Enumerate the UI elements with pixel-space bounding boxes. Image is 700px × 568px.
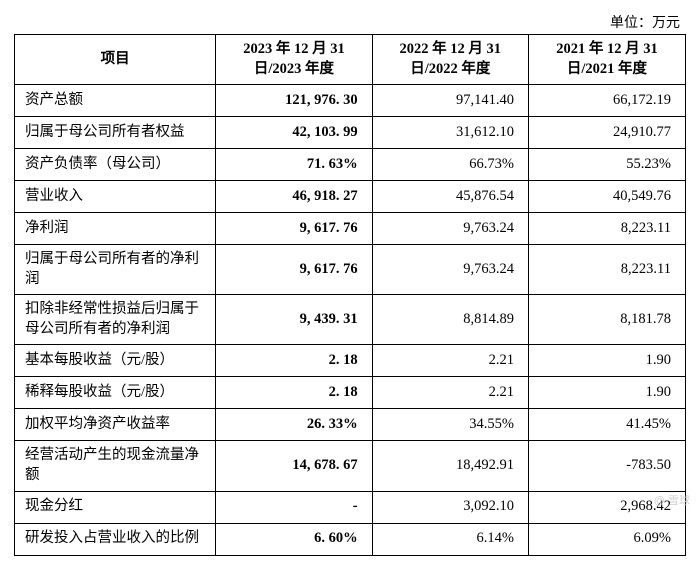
row-label: 资产负债率（母公司）: [15, 149, 216, 181]
row-label: 扣除非经常性损益后归属于母公司所有者的净利润: [15, 295, 216, 345]
table-header-row: 项目 2023 年 12 月 31 日/2023 年度 2022 年 12 月 …: [15, 35, 686, 85]
cell-2023: 2. 18: [216, 377, 372, 409]
cell-2021: 66,172.19: [528, 85, 685, 117]
watermark: @ 雪球: [654, 492, 690, 508]
cell-2022: 31,612.10: [372, 117, 528, 149]
col-header-2023: 2023 年 12 月 31 日/2023 年度: [216, 35, 372, 85]
cell-2023: 26. 33%: [216, 409, 372, 441]
cell-2021: 40,549.76: [528, 181, 685, 213]
table-row: 研发投入占营业收入的比例6. 60%6.14%6.09%: [15, 523, 686, 555]
row-label: 归属于母公司所有者的净利润: [15, 245, 216, 295]
table-row: 现金分红-3,092.102,968.42: [15, 491, 686, 523]
col-header-item: 项目: [15, 35, 216, 85]
table-row: 扣除非经常性损益后归属于母公司所有者的净利润9, 439. 318,814.89…: [15, 295, 686, 345]
table-row: 基本每股收益（元/股）2. 182.211.90: [15, 345, 686, 377]
table-row: 稀释每股收益（元/股）2. 182.211.90: [15, 377, 686, 409]
row-label: 基本每股收益（元/股）: [15, 345, 216, 377]
table-row: 经营活动产生的现金流量净额14, 678. 6718,492.91-783.50: [15, 441, 686, 491]
cell-2023: 42, 103. 99: [216, 117, 372, 149]
cell-2021: 1.90: [528, 345, 685, 377]
col-header-2022: 2022 年 12 月 31 日/2022 年度: [372, 35, 528, 85]
row-label: 研发投入占营业收入的比例: [15, 523, 216, 555]
cell-2021: 8,223.11: [528, 213, 685, 245]
cell-2021: 8,181.78: [528, 295, 685, 345]
cell-2023: 14, 678. 67: [216, 441, 372, 491]
cell-2023: 9, 439. 31: [216, 295, 372, 345]
cell-2021: 6.09%: [528, 523, 685, 555]
cell-2022: 3,092.10: [372, 491, 528, 523]
unit-label: 单位：万元: [14, 12, 680, 32]
cell-2023: 2. 18: [216, 345, 372, 377]
cell-2021: -783.50: [528, 441, 685, 491]
cell-2022: 18,492.91: [372, 441, 528, 491]
cell-2022: 66.73%: [372, 149, 528, 181]
table-row: 资产总额121, 976. 3097,141.4066,172.19: [15, 85, 686, 117]
cell-2022: 9,763.24: [372, 213, 528, 245]
cell-2021: 55.23%: [528, 149, 685, 181]
row-label: 资产总额: [15, 85, 216, 117]
cell-2021: 24,910.77: [528, 117, 685, 149]
cell-2023: 71. 63%: [216, 149, 372, 181]
cell-2022: 2.21: [372, 345, 528, 377]
table-row: 归属于母公司所有者的净利润9, 617. 769,763.248,223.11: [15, 245, 686, 295]
cell-2021: 41.45%: [528, 409, 685, 441]
table-row: 加权平均净资产收益率26. 33%34.55%41.45%: [15, 409, 686, 441]
cell-2023: 9, 617. 76: [216, 213, 372, 245]
cell-2023: 9, 617. 76: [216, 245, 372, 295]
row-label: 经营活动产生的现金流量净额: [15, 441, 216, 491]
row-label: 加权平均净资产收益率: [15, 409, 216, 441]
row-label: 现金分红: [15, 491, 216, 523]
cell-2022: 9,763.24: [372, 245, 528, 295]
table-row: 资产负债率（母公司）71. 63%66.73%55.23%: [15, 149, 686, 181]
cell-2023: 6. 60%: [216, 523, 372, 555]
cell-2022: 2.21: [372, 377, 528, 409]
cell-2022: 97,141.40: [372, 85, 528, 117]
row-label: 归属于母公司所有者权益: [15, 117, 216, 149]
cell-2022: 6.14%: [372, 523, 528, 555]
row-label: 稀释每股收益（元/股）: [15, 377, 216, 409]
cell-2022: 45,876.54: [372, 181, 528, 213]
cell-2021: 8,223.11: [528, 245, 685, 295]
cell-2023: -: [216, 491, 372, 523]
cell-2022: 8,814.89: [372, 295, 528, 345]
cell-2023: 46, 918. 27: [216, 181, 372, 213]
financial-table: 项目 2023 年 12 月 31 日/2023 年度 2022 年 12 月 …: [14, 34, 686, 556]
cell-2023: 121, 976. 30: [216, 85, 372, 117]
row-label: 净利润: [15, 213, 216, 245]
table-row: 归属于母公司所有者权益42, 103. 9931,612.1024,910.77: [15, 117, 686, 149]
table-row: 净利润9, 617. 769,763.248,223.11: [15, 213, 686, 245]
cell-2021: 1.90: [528, 377, 685, 409]
col-header-2021: 2021 年 12 月 31日/2021 年度: [528, 35, 685, 85]
row-label: 营业收入: [15, 181, 216, 213]
cell-2022: 34.55%: [372, 409, 528, 441]
table-row: 营业收入46, 918. 2745,876.5440,549.76: [15, 181, 686, 213]
